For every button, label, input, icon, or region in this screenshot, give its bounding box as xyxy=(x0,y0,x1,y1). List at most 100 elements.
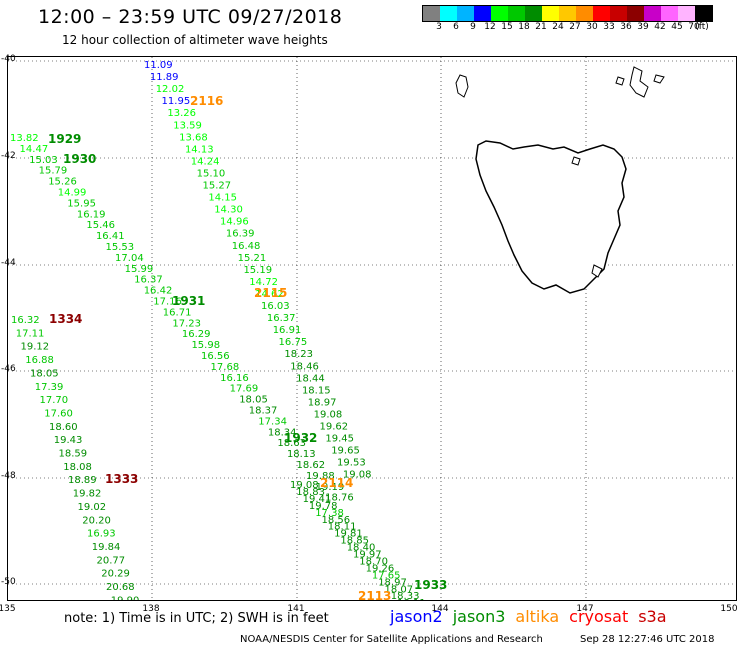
longitude-label: 141 xyxy=(287,604,305,614)
wave-height-value: 19.62 xyxy=(320,422,349,433)
wave-height-value: 15.53 xyxy=(106,242,135,253)
legend-label: 9 xyxy=(470,22,476,32)
wave-height-value: 17.34 xyxy=(258,416,287,427)
wave-height-value: 14.72 xyxy=(249,277,278,288)
wave-height-value: 15.21 xyxy=(238,253,267,264)
wave-height-value: 16.56 xyxy=(201,351,230,362)
wave-height-value: 20.77 xyxy=(97,555,126,566)
wave-height-value: 16.42 xyxy=(144,286,173,297)
wave-height-value: 18.97 xyxy=(378,577,407,588)
wave-height-value: 13.82 xyxy=(10,133,39,144)
wave-height-value: 19.90 xyxy=(111,595,140,600)
wave-height-value: 17.60 xyxy=(44,408,73,419)
wave-height-value: 18.33 xyxy=(391,591,420,600)
pass-label: 2115 xyxy=(254,286,287,300)
wave-height-value: 18.83 xyxy=(296,487,325,498)
wave-height-value: 15.99 xyxy=(125,264,154,275)
graticule xyxy=(8,57,736,600)
wave-height-value: 19.45 xyxy=(325,434,354,445)
wave-height-value: 19.84 xyxy=(92,542,121,553)
color-scale-legend xyxy=(422,5,713,22)
wave-height-value: 17.69 xyxy=(230,384,259,395)
wave-height-value: 16.37 xyxy=(267,313,296,324)
latitude-label: -48 xyxy=(1,471,16,481)
small-island-4 xyxy=(591,264,603,278)
wave-height-value: 18.05 xyxy=(30,368,59,379)
wave-height-value: 16.37 xyxy=(134,275,163,286)
legend-label: 33 xyxy=(603,22,615,32)
latitude-label: -46 xyxy=(1,364,16,374)
wave-height-value: 20.29 xyxy=(101,569,130,580)
wave-height-value: 18.15 xyxy=(302,385,331,396)
legend-swatch xyxy=(508,6,525,21)
legend-swatch xyxy=(576,6,593,21)
credit-line: NOAA/NESDIS Center for Satellite Applica… xyxy=(240,634,543,645)
chart-subtitle: 12 hour collection of altimeter wave hei… xyxy=(62,33,328,47)
king-island xyxy=(455,74,469,98)
pass-label: 1932 xyxy=(284,431,317,445)
wave-height-value: 14.15 xyxy=(208,193,237,204)
latitude-label: -40 xyxy=(1,54,16,64)
wave-height-value: 15.03 xyxy=(29,155,58,166)
wave-height-value: 12.02 xyxy=(156,84,185,95)
wave-height-value: 18.56 xyxy=(322,515,351,526)
mission-legend: jason2 jason3 altika cryosat s3a xyxy=(390,607,677,626)
wave-height-value: 18.08 xyxy=(63,462,92,473)
wave-height-value: 16.03 xyxy=(261,301,290,312)
footer-note: note: 1) Time is in UTC; 2) SWH is in fe… xyxy=(64,611,329,626)
legend-label: 3 xyxy=(436,22,442,32)
wave-height-value: 18.11 xyxy=(397,598,426,600)
wave-height-value: 18.76 xyxy=(325,493,354,504)
mission-label: altika xyxy=(515,607,560,626)
legend-label: 36 xyxy=(620,22,632,32)
pass-label: 1933 xyxy=(414,578,447,592)
legend-swatch xyxy=(491,6,508,21)
longitude-label: 147 xyxy=(576,604,594,614)
legend-label: 6 xyxy=(453,22,459,32)
wave-height-value: 19.02 xyxy=(78,502,107,513)
legend-label: 70 xyxy=(688,22,700,32)
wave-height-value: 18.37 xyxy=(249,406,278,417)
wave-height-value: 19.53 xyxy=(337,458,366,469)
wave-height-value: 16.75 xyxy=(279,337,308,348)
wave-height-value: 17.16 xyxy=(153,297,182,308)
wave-height-value: 20.68 xyxy=(106,582,135,593)
wave-height-value: 15.26 xyxy=(48,177,77,188)
wave-height-value: 15.19 xyxy=(243,265,272,276)
legend-swatch xyxy=(661,6,678,21)
flinders-island xyxy=(629,66,649,98)
legend-swatch xyxy=(440,6,457,21)
wave-height-value: 16.39 xyxy=(226,229,255,240)
legend-swatch xyxy=(695,6,712,21)
pass-label: 1333 xyxy=(105,472,138,486)
wave-height-value: 15.95 xyxy=(67,198,96,209)
wave-height-value: 16.16 xyxy=(220,373,249,384)
wave-height-value: 15.46 xyxy=(86,220,115,231)
wave-height-value: 14.62 xyxy=(255,289,284,300)
wave-height-value: 18.34 xyxy=(268,427,297,438)
wave-height-value: 18.05 xyxy=(239,395,268,406)
latitude-label: -42 xyxy=(1,151,16,161)
latitude-label: -44 xyxy=(1,258,16,268)
wave-height-value: 19.08 xyxy=(343,470,372,481)
generation-timestamp: Sep 28 12:27:46 UTC 2018 xyxy=(580,634,715,645)
pass-label: 1929 xyxy=(48,132,81,146)
wave-height-value: 13.59 xyxy=(173,120,202,131)
wave-height-value: 14.47 xyxy=(20,144,49,155)
wave-height-value: 17.11 xyxy=(16,328,45,339)
wave-height-value: 19.43 xyxy=(54,435,83,446)
small-island-3 xyxy=(571,156,581,166)
wave-height-value: 19.08 xyxy=(290,480,319,491)
legend-swatch xyxy=(457,6,474,21)
legend-label: 21 xyxy=(535,22,547,32)
wave-height-value: 17.70 xyxy=(40,395,69,406)
pass-labels: 1929 1930 2116 1931 2115 1334 1932 1333 2114 1933… xyxy=(48,94,447,600)
longitude-label: 138 xyxy=(142,604,160,614)
longitude-label: 135 xyxy=(0,604,16,614)
wave-height-value: 14.30 xyxy=(214,205,243,216)
wave-height-value: 18.40 xyxy=(347,543,376,554)
wave-height-value: 17.04 xyxy=(115,253,144,264)
legend-label: (ft) xyxy=(695,22,709,32)
wave-height-value: 17.23 xyxy=(172,318,201,329)
legend-swatch xyxy=(678,6,695,21)
